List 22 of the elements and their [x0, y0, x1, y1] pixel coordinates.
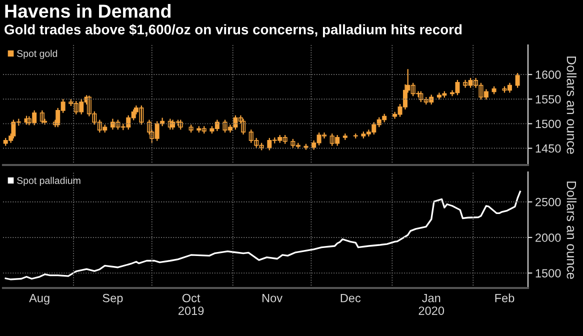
- y-tick-label: 1550: [536, 95, 561, 104]
- legend-label: Spot gold: [17, 50, 58, 59]
- y-axis-title: Dollars an ounce: [566, 56, 576, 154]
- candlestick: [342, 132, 348, 140]
- x-tick-label: Dec: [340, 294, 361, 302]
- y-axis-title: Dollars an ounce: [566, 182, 576, 279]
- y-tick-label: 1450: [536, 144, 561, 153]
- y-tick-label: 2500: [536, 198, 561, 206]
- y-tick-label: 1500: [536, 269, 561, 278]
- x-tick-label: Nov: [262, 294, 282, 302]
- line-series: [4, 190, 521, 280]
- chart-title: Havens in Demand: [5, 4, 171, 18]
- chart-subtitle: Gold trades above $1,600/oz on virus concerns, palladium hits record: [4, 24, 462, 38]
- x-tick-label: Feb: [495, 294, 514, 302]
- y-tick-label: 1600: [536, 70, 561, 79]
- legend-label: Spot palladium: [17, 176, 80, 186]
- x-tick-label: Oct 2019: [178, 294, 204, 315]
- y-tick-label: 2000: [536, 234, 561, 242]
- y-tick-label: 1500: [536, 120, 561, 128]
- x-tick-label: Sep: [102, 294, 123, 305]
- x-tick-label: Jan 2020: [418, 294, 444, 315]
- x-tick-label: Aug: [29, 294, 50, 305]
